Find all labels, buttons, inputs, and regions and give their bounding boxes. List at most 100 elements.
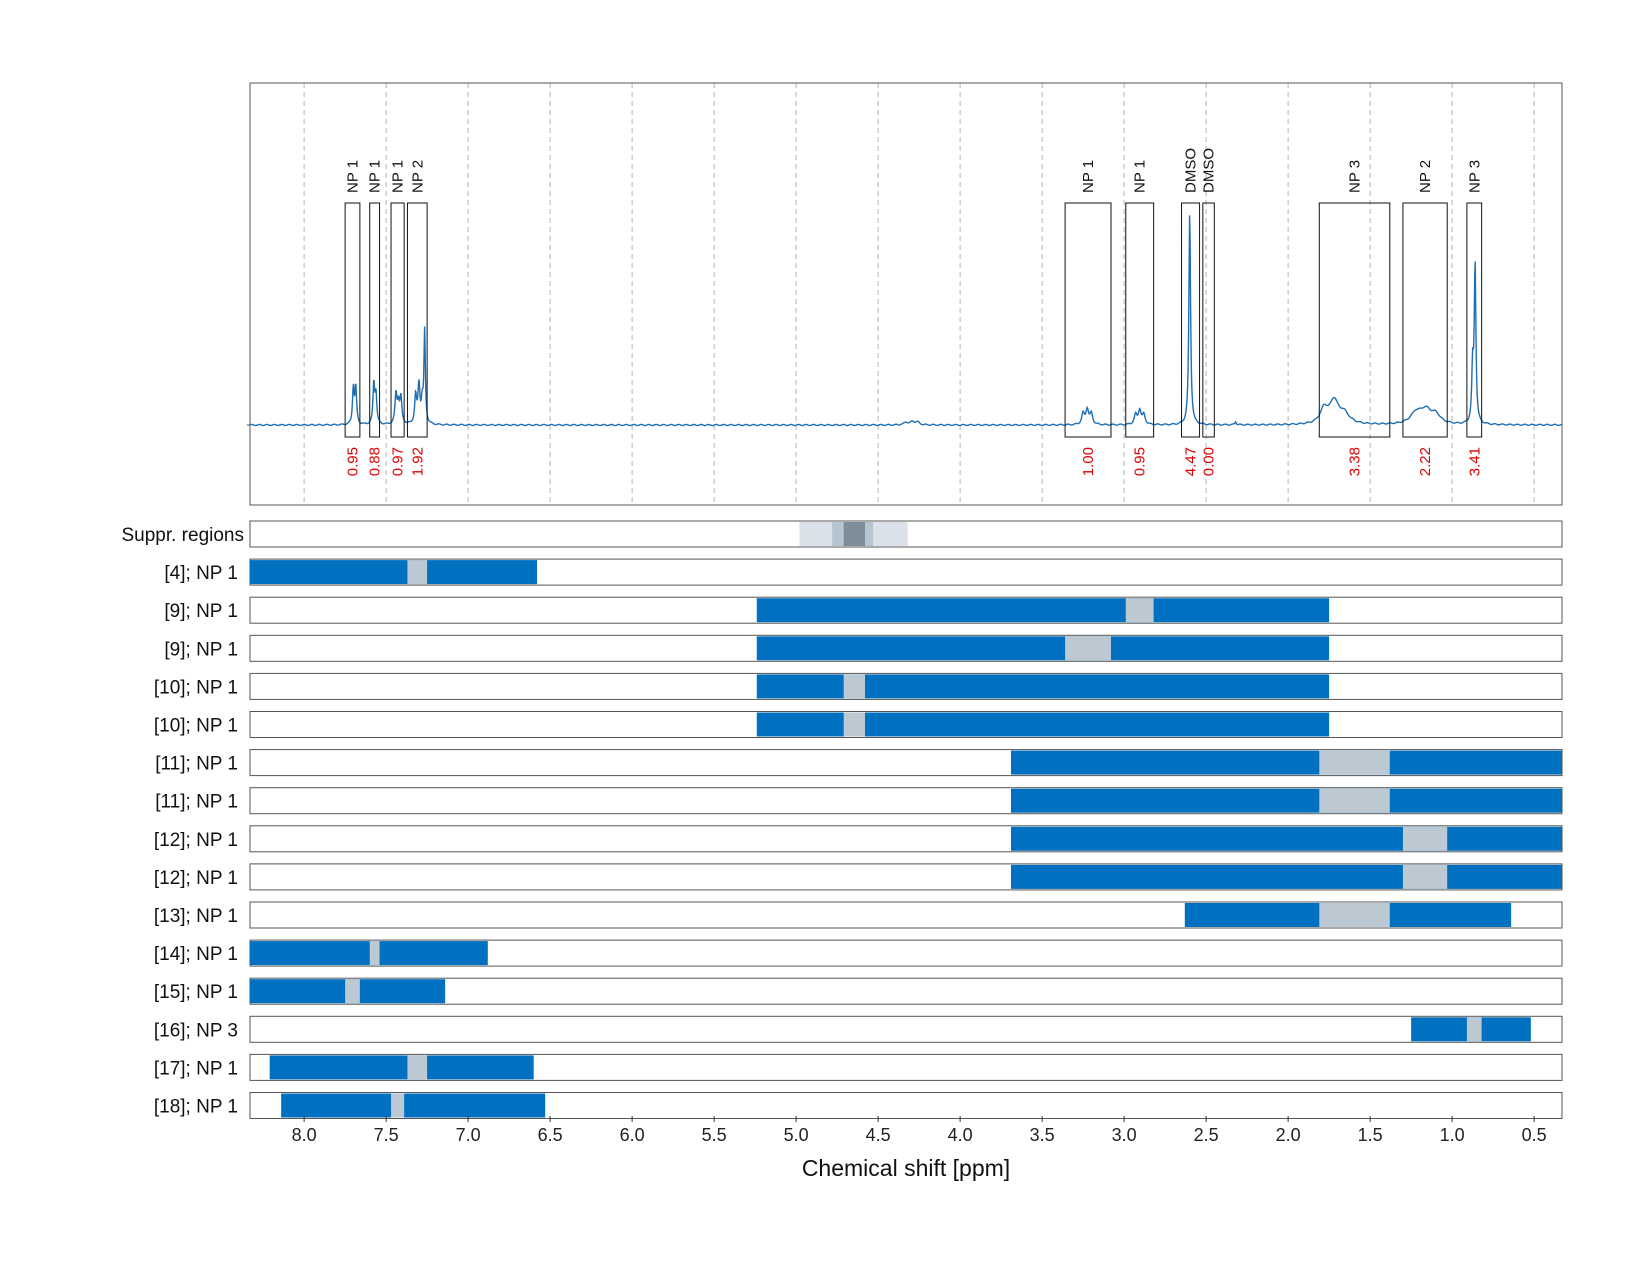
- annotation-box: [1402, 202, 1448, 438]
- x-tick-label: 3.5: [1030, 1125, 1055, 1145]
- range-bar: [756, 712, 1330, 737]
- x-tick-label: 3.0: [1112, 1125, 1137, 1145]
- row-label: [10]; NP 1: [154, 716, 238, 737]
- row-label: Suppr. regions: [121, 525, 244, 546]
- range-bar: [250, 560, 537, 585]
- annotation-label: NP 3: [1466, 160, 1483, 193]
- range-gap: [1065, 636, 1111, 661]
- range-gap: [843, 674, 865, 699]
- range-bar: [1010, 788, 1562, 813]
- range-gap: [369, 941, 380, 966]
- x-tick-label: 1.0: [1440, 1125, 1465, 1145]
- range-gap: [407, 1055, 428, 1080]
- annotation-box: [406, 202, 428, 438]
- row-label: [15]; NP 1: [154, 982, 238, 1003]
- suppr-band: [843, 522, 865, 546]
- annotation-label: NP 2: [1417, 160, 1434, 193]
- range-rows: Suppr. regions [4]; NP 1 [9]; NP 1 [9]; NP …: [121, 520, 1563, 1119]
- x-tick-label: 2.0: [1276, 1125, 1301, 1145]
- x-tick-label: 7.5: [374, 1125, 399, 1145]
- annotation-box: [1466, 202, 1483, 438]
- integral-value: 0.95: [1132, 447, 1149, 476]
- row-label: [11]; NP 1: [155, 792, 238, 813]
- integral-value: 2.22: [1417, 447, 1434, 476]
- row-label: [4]; NP 1: [164, 563, 238, 584]
- row-label: [17]; NP 1: [154, 1058, 238, 1079]
- row-label: [10]; NP 1: [154, 677, 238, 698]
- annotation-label: NP 1: [1132, 160, 1149, 193]
- range-gap: [1402, 864, 1448, 889]
- integral-value: 1.00: [1080, 447, 1097, 476]
- range-bar: [1010, 750, 1562, 775]
- range-bar: [250, 941, 488, 966]
- annotation-label: DMSO: [1183, 148, 1200, 193]
- annotation-box: [1318, 202, 1391, 438]
- annotation-label: NP 1: [367, 160, 384, 193]
- range-gap: [1319, 903, 1390, 927]
- row-label: [12]; NP 1: [154, 830, 238, 851]
- x-tick-label: 5.0: [784, 1125, 809, 1145]
- x-axis: Chemical shift [ppm] 8.0 7.5 7.0 6.5 6.0 5.5 5…: [292, 1116, 1547, 1181]
- row-label: [16]; NP 3: [154, 1020, 238, 1041]
- row-label: [11]; NP 1: [155, 754, 238, 775]
- annotation-box: [1181, 202, 1201, 438]
- row-label: [14]; NP 1: [154, 944, 238, 965]
- integral-value: 0.95: [345, 447, 362, 476]
- annotation-box: [1202, 202, 1215, 438]
- annotation-label: NP 3: [1347, 160, 1364, 193]
- x-tick-label: 6.0: [620, 1125, 645, 1145]
- annotation-label: NP 1: [1080, 160, 1097, 193]
- x-tick-label: 5.5: [702, 1125, 727, 1145]
- range-gap: [1319, 750, 1390, 775]
- range-gap: [843, 712, 865, 737]
- grid-lines: [303, 83, 1535, 505]
- integral-value: 0.88: [367, 447, 384, 476]
- annotation-label: DMSO: [1201, 148, 1218, 193]
- x-tick-label: 8.0: [292, 1125, 317, 1145]
- range-bar: [756, 674, 1330, 699]
- annotation-box: [1064, 202, 1112, 438]
- integral-value: 3.41: [1466, 447, 1483, 476]
- x-tick-label: 0.5: [1522, 1125, 1547, 1145]
- annotation-box: [369, 202, 381, 438]
- spectrum-trace: [249, 215, 1563, 427]
- range-bar: [281, 1093, 546, 1118]
- annotation-label: NP 1: [390, 160, 407, 193]
- x-axis-title: Chemical shift [ppm]: [802, 1155, 1010, 1181]
- range-bar: [1010, 826, 1562, 851]
- row-label: [12]; NP 1: [154, 868, 238, 889]
- row-label: [13]; NP 1: [154, 906, 238, 927]
- integral-value: 0.97: [390, 447, 407, 476]
- range-gap: [391, 1093, 405, 1118]
- integral-value: 0.00: [1201, 447, 1218, 476]
- annotation-label: NP 1: [345, 160, 362, 193]
- range-bar: [756, 636, 1330, 661]
- annotation-box: [344, 202, 361, 438]
- x-tick-label: 7.0: [456, 1125, 481, 1145]
- integral-value: 1.92: [409, 447, 426, 476]
- range-bar: [269, 1055, 534, 1080]
- row-label: [9]; NP 1: [164, 639, 238, 660]
- range-bar: [756, 598, 1330, 623]
- spectrum-frame: [249, 82, 1563, 506]
- annotation-label: NP 2: [409, 160, 426, 193]
- range-gap: [345, 979, 360, 1004]
- range-gap: [1402, 826, 1448, 851]
- x-tick-label: 1.5: [1358, 1125, 1383, 1145]
- range-bar: [1010, 864, 1562, 889]
- row-frame: [249, 977, 1563, 1005]
- x-tick-label: 4.5: [866, 1125, 891, 1145]
- integral-value: 3.38: [1347, 447, 1364, 476]
- x-tick-label: 4.0: [948, 1125, 973, 1145]
- annotation-box: [390, 202, 405, 438]
- x-tick-label: 6.5: [538, 1125, 563, 1145]
- spectrum-panel: NP 1 0.95 NP 1 0.88 NP 1 0.97 NP 2 1.92 NP 1 1.00…: [247, 82, 1563, 506]
- row-label: [9]; NP 1: [164, 601, 238, 622]
- range-gap: [1466, 1017, 1482, 1042]
- annotation-box: [1125, 202, 1155, 438]
- x-tick-label: 2.5: [1194, 1125, 1219, 1145]
- range-gap: [1319, 788, 1390, 813]
- integral-value: 4.47: [1183, 447, 1200, 476]
- range-gap: [1125, 598, 1154, 623]
